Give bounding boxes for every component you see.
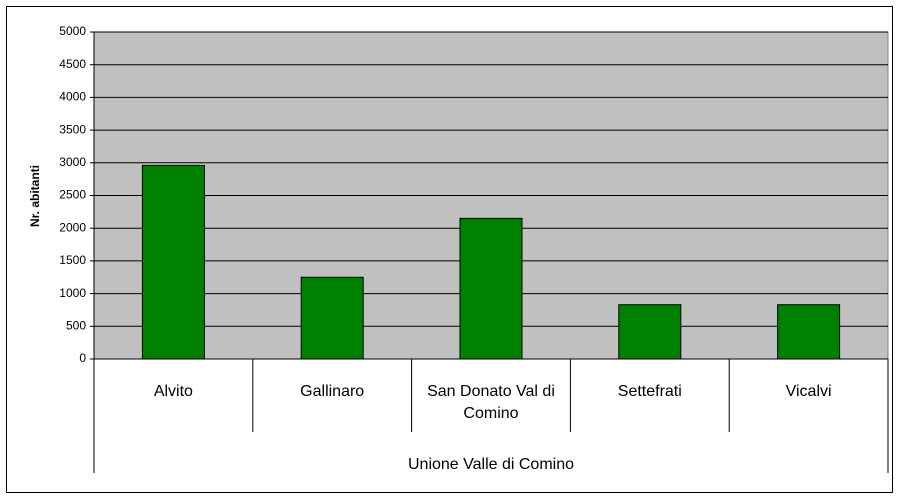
bar bbox=[777, 304, 841, 360]
y-tick-label: 2000 bbox=[59, 220, 86, 234]
bar bbox=[141, 164, 205, 360]
y-tick-label: 3500 bbox=[59, 122, 86, 136]
y-tick-label: 4500 bbox=[59, 57, 86, 71]
y-tick-label: 3000 bbox=[59, 155, 86, 169]
y-axis-label: Nr. abitanti bbox=[28, 165, 42, 227]
x-tick-label: Vicalvi bbox=[785, 383, 832, 400]
x-tick-label: San Donato Val di Comino bbox=[427, 383, 555, 422]
y-tick-label: 1000 bbox=[59, 286, 86, 300]
x-tick-label: Alvito bbox=[153, 383, 193, 400]
y-tick-label: 1500 bbox=[59, 253, 86, 267]
y-tick-label: 0 bbox=[79, 351, 86, 365]
y-tick-label: 5000 bbox=[59, 24, 86, 38]
y-tick-label: 2500 bbox=[59, 188, 86, 202]
y-tick-label: 4000 bbox=[59, 90, 86, 104]
bar bbox=[300, 276, 364, 360]
bar bbox=[459, 217, 523, 360]
x-tick-label: Gallinaro bbox=[300, 383, 365, 400]
bar bbox=[618, 304, 682, 360]
y-tick-label: 500 bbox=[66, 318, 86, 332]
category-group-label: Unione Valle di Comino bbox=[407, 456, 574, 473]
x-tick-label: Settefrati bbox=[617, 383, 682, 400]
